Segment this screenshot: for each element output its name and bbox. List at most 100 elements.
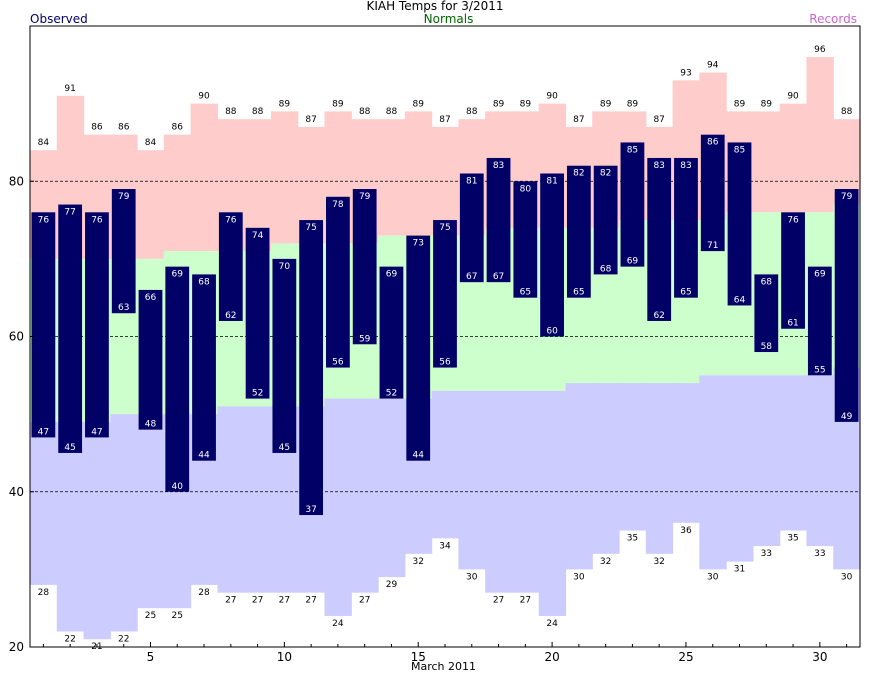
- observed-bar: [165, 266, 190, 492]
- obs-low-label: 58: [761, 342, 773, 352]
- x-tick-label: 5: [147, 650, 155, 664]
- obs-high-label: 68: [198, 277, 210, 287]
- record-high-label: 96: [814, 45, 826, 55]
- record-high-band: [190, 103, 219, 252]
- record-low-band: [645, 383, 674, 554]
- obs-low-label: 45: [279, 443, 290, 453]
- record-low-label: 25: [145, 611, 156, 621]
- obs-high-label: 70: [279, 262, 291, 272]
- obs-low-label: 55: [814, 365, 825, 375]
- observed-bar: [459, 173, 484, 283]
- observed-bar: [245, 227, 270, 399]
- record-high-label: 90: [787, 92, 799, 102]
- record-high-label: 89: [761, 99, 773, 109]
- obs-low-label: 44: [412, 451, 424, 461]
- record-high-label: 89: [412, 99, 424, 109]
- observed-bar: [647, 157, 672, 321]
- obs-low-label: 59: [359, 334, 371, 344]
- obs-high-label: 69: [172, 270, 184, 280]
- legend-observed: Observed: [30, 12, 88, 26]
- record-low-label: 27: [493, 596, 504, 606]
- obs-low-label: 45: [64, 443, 75, 453]
- record-low-band: [806, 375, 834, 547]
- obs-low-label: 48: [145, 420, 157, 430]
- record-low-label: 36: [680, 526, 692, 536]
- x-tick-label: 10: [277, 650, 292, 664]
- observed-bar: [218, 212, 243, 321]
- y-tick-label: 80: [9, 174, 24, 188]
- observed-bar: [433, 220, 457, 368]
- obs-low-label: 37: [305, 505, 316, 515]
- record-low-label: 30: [573, 572, 585, 582]
- obs-low-label: 67: [493, 272, 504, 282]
- obs-high-label: 74: [252, 231, 264, 241]
- axis-layer: 20 40 60 80 5 10 15 20 25 30: [9, 25, 861, 664]
- record-low-band: [672, 383, 700, 523]
- record-low-label: 29: [386, 580, 398, 590]
- obs-low-label: 65: [680, 288, 691, 298]
- record-low-band: [217, 406, 245, 593]
- record-low-label: 35: [627, 534, 638, 544]
- record-high-label: 89: [734, 99, 746, 109]
- record-high-label: 86: [172, 123, 184, 133]
- record-low-label: 31: [734, 565, 745, 575]
- obs-high-label: 76: [787, 215, 799, 225]
- record-low-band: [378, 398, 406, 578]
- observed-bar: [272, 258, 297, 453]
- record-high-band: [378, 119, 406, 236]
- y-tick-label: 20: [9, 640, 24, 654]
- record-high-label: 84: [145, 138, 157, 148]
- obs-low-label: 49: [841, 412, 853, 422]
- observed-bar: [700, 134, 725, 252]
- obs-high-label: 77: [64, 208, 75, 218]
- y-tick-label: 60: [9, 330, 24, 344]
- obs-low-label: 62: [225, 311, 236, 321]
- obs-low-label: 63: [118, 303, 129, 313]
- record-high-label: 88: [386, 107, 398, 117]
- obs-high-label: 78: [332, 200, 344, 210]
- record-low-label: 34: [439, 541, 451, 551]
- record-high-label: 84: [38, 138, 50, 148]
- record-high-label: 88: [252, 107, 264, 117]
- record-high-label: 88: [225, 107, 237, 117]
- record-high-label: 88: [466, 107, 478, 117]
- observed-bar: [593, 165, 618, 275]
- record-low-band: [726, 375, 754, 562]
- record-high-label: 90: [198, 92, 210, 102]
- obs-high-label: 68: [761, 277, 773, 287]
- record-high-band: [270, 111, 299, 244]
- record-low-label: 28: [38, 588, 50, 598]
- obs-low-label: 64: [734, 295, 746, 305]
- obs-low-label: 56: [439, 358, 451, 368]
- record-high-band: [806, 57, 834, 213]
- obs-low-label: 61: [787, 319, 798, 329]
- record-low-label: 32: [412, 557, 423, 567]
- record-low-band: [56, 421, 85, 632]
- obs-high-label: 76: [38, 215, 50, 225]
- record-low-label: 27: [305, 596, 316, 606]
- record-low-band: [779, 375, 808, 531]
- record-low-label: 30: [466, 572, 478, 582]
- observed-bar: [674, 157, 698, 298]
- record-high-label: 89: [493, 99, 505, 109]
- observed-bar: [781, 212, 805, 329]
- obs-high-label: 85: [734, 145, 745, 155]
- record-high-label: 89: [520, 99, 532, 109]
- record-low-band: [538, 390, 567, 616]
- obs-low-label: 47: [91, 427, 102, 437]
- observed-bar: [807, 266, 832, 376]
- obs-low-label: 62: [653, 311, 664, 321]
- record-high-label: 87: [573, 115, 584, 125]
- record-low-label: 30: [707, 572, 719, 582]
- record-high-label: 86: [118, 123, 130, 133]
- record-high-label: 94: [707, 61, 719, 71]
- obs-low-label: 56: [332, 358, 344, 368]
- observed-bar: [58, 204, 83, 453]
- record-low-label: 24: [332, 619, 344, 629]
- record-high-label: 89: [332, 99, 344, 109]
- record-low-label: 27: [252, 596, 263, 606]
- record-low-label: 28: [198, 588, 210, 598]
- obs-high-label: 79: [118, 192, 130, 202]
- record-low-band: [619, 383, 647, 531]
